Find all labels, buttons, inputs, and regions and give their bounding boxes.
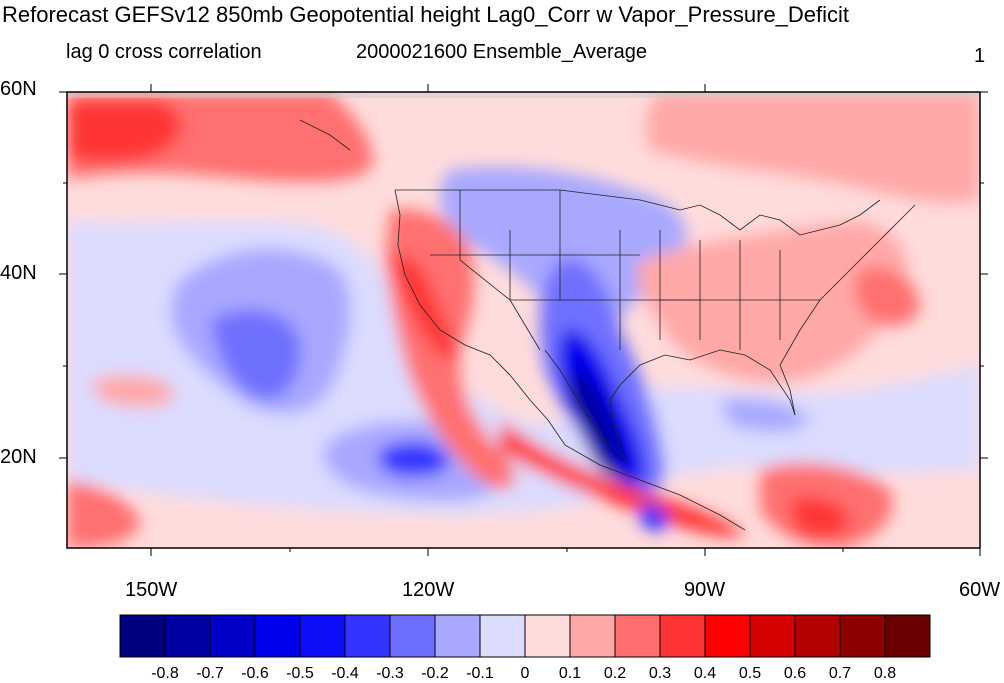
colorbar-swatch (119, 614, 166, 658)
colorbar-swatch (794, 614, 841, 658)
colorbar-tick-label: -0.1 (466, 665, 494, 682)
colorbar-swatch (479, 614, 526, 658)
colorbar-tick-label: 0.8 (873, 665, 897, 682)
colorbar-swatch (344, 614, 391, 658)
colorbar-swatch (614, 614, 661, 658)
colorbar-swatch (299, 614, 346, 658)
lat-label-60n: 60N (0, 78, 37, 100)
colorbar-tick-label: 0.4 (693, 665, 717, 682)
lon-label-120w: 120W (402, 579, 455, 601)
colorbar-tick-label: -0.3 (376, 665, 404, 682)
colorbar (119, 614, 931, 658)
lon-label-90w: 90W (684, 579, 726, 601)
lon-label-150w: 150W (125, 579, 178, 601)
lat-label-40n: 40N (0, 262, 37, 284)
axis-ticks (59, 84, 988, 556)
colorbar-tick-label: 0 (520, 665, 530, 682)
subtitle-left: lag 0 cross correlation (66, 41, 262, 63)
correlation-field (67, 92, 980, 548)
map-frame (66, 91, 981, 549)
colorbar-swatch (524, 614, 571, 658)
colorbar-tick-label: 0.2 (603, 665, 627, 682)
colorbar-swatch (704, 614, 751, 658)
colorbar-swatch (884, 614, 931, 658)
colorbar-tick-label: 0.5 (738, 665, 762, 682)
colorbar-tick-label: -0.7 (196, 665, 224, 682)
colorbar-tick-label: 0.7 (828, 665, 852, 682)
colorbar-swatch (164, 614, 211, 658)
colorbar-swatch (839, 614, 886, 658)
colorbar-swatch (434, 614, 481, 658)
colorbar-tick-label: 0.6 (783, 665, 807, 682)
colorbar-swatch (254, 614, 301, 658)
colorbar-tick-label: -0.6 (241, 665, 269, 682)
colorbar-tick-label: 0.3 (648, 665, 672, 682)
colorbar-swatch (209, 614, 256, 658)
lat-label-20n: 20N (0, 446, 37, 468)
colorbar-tick-label: -0.2 (421, 665, 449, 682)
colorbar-tick-label: -0.8 (151, 665, 179, 682)
lon-label-60w: 60W (959, 579, 1001, 601)
colorbar-swatch (569, 614, 616, 658)
colorbar-tick-label: -0.5 (286, 665, 314, 682)
colorbar-tick-label: -0.4 (331, 665, 359, 682)
colorbar-swatch (659, 614, 706, 658)
colorbar-swatch (749, 614, 796, 658)
coastline-outline (299, 119, 916, 531)
subtitle-center: 2000021600 Ensemble_Average (356, 41, 647, 63)
colorbar-swatch (389, 614, 436, 658)
subtitle-right: 1 (974, 45, 986, 67)
plot-title: Reforecast GEFSv12 850mb Geopotential he… (2, 2, 850, 27)
colorbar-tick-label: 0.1 (558, 665, 582, 682)
